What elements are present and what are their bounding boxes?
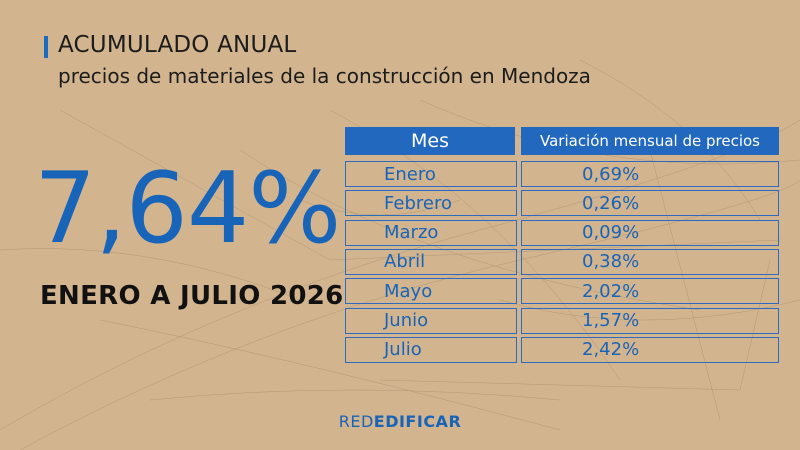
table-row: Enero 0,69% [345, 161, 779, 187]
page-title: ACUMULADO ANUAL [58, 32, 297, 58]
table-row: Julio 2,42% [345, 336, 779, 363]
table-header-variation: Variación mensual de precios [521, 127, 779, 155]
table-row: Febrero 0,26% [345, 190, 779, 217]
table-header-month: Mes [345, 127, 515, 155]
month-cell: Abril [345, 248, 517, 275]
variation-cell: 2,02% [521, 278, 779, 305]
brand-part-red: RED [338, 412, 374, 431]
brand-part-edificar: EDIFICAR [373, 412, 462, 431]
variation-cell: 0,26% [521, 190, 779, 217]
brand-logo: REDEDIFICAR [0, 412, 800, 431]
cumulative-value: 7,64% [34, 152, 341, 266]
title-accent-bar [44, 36, 48, 58]
month-cell: Junio [345, 307, 517, 334]
period-label: ENERO A JULIO 2026 [40, 281, 344, 311]
table-row: Mayo 2,02% [345, 278, 779, 305]
variation-cell: 0,38% [521, 248, 779, 275]
variation-cell: 0,69% [521, 161, 779, 187]
month-cell: Mayo [345, 278, 517, 305]
table-row: Abril 0,38% [345, 248, 779, 275]
table-row: Junio 1,57% [345, 307, 779, 334]
month-cell: Marzo [345, 219, 517, 246]
variation-cell: 1,57% [521, 307, 779, 334]
month-cell: Enero [345, 161, 517, 187]
variation-cell: 0,09% [521, 219, 779, 246]
table-row: Marzo 0,09% [345, 219, 779, 246]
month-cell: Febrero [345, 190, 517, 217]
page-subtitle: precios de materiales de la construcción… [58, 64, 591, 88]
variation-cell: 2,42% [521, 336, 779, 363]
month-cell: Julio [345, 336, 517, 363]
